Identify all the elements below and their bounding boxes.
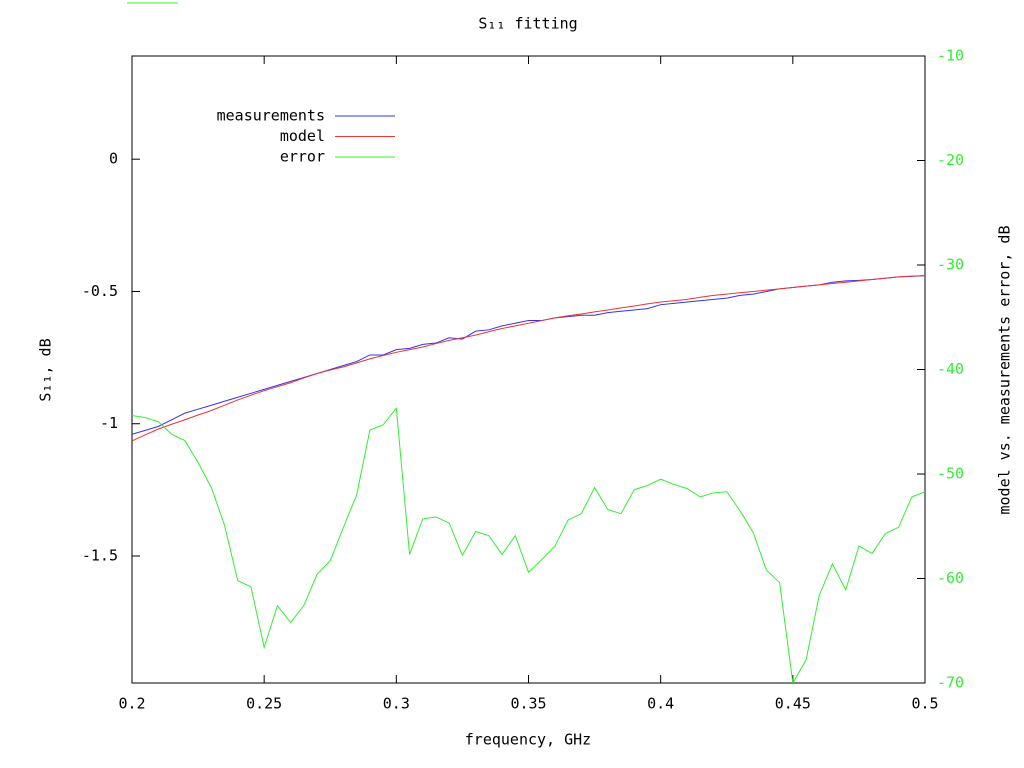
legend-label: measurements (217, 107, 325, 125)
x-tick-label: 0.45 (775, 695, 811, 713)
y-axis-label: S₁₁, dB (37, 338, 55, 401)
chart-title: S₁₁ fitting (478, 15, 577, 33)
y2-tick-label: -70 (937, 674, 964, 692)
legend-label: error (280, 148, 325, 166)
y2-tick-label: -40 (937, 360, 964, 378)
y2-tick-label: -10 (937, 47, 964, 65)
y-tick-label: -1 (100, 414, 118, 432)
y2-tick-label: -30 (937, 256, 964, 274)
series-line (132, 275, 925, 442)
x-tick-label: 0.25 (246, 695, 282, 713)
y-tick-label: -1.5 (82, 547, 118, 565)
y2-axis-label: model vs. measurements error, dB (996, 226, 1014, 515)
y2-tick-label: -50 (937, 465, 964, 483)
x-tick-label: 0.5 (911, 695, 938, 713)
y-tick-label: 0 (109, 150, 118, 168)
x-tick-label: 0.4 (647, 695, 674, 713)
legend-label: model (280, 127, 325, 145)
y-tick-label: -0.5 (82, 282, 118, 300)
x-tick-label: 0.35 (510, 695, 546, 713)
x-tick-label: 0.2 (118, 695, 145, 713)
x-tick-label: 0.3 (383, 695, 410, 713)
series-line (132, 406, 925, 683)
y2-tick-label: -60 (937, 569, 964, 587)
y2-tick-label: -20 (937, 151, 964, 169)
x-axis-label: frequency, GHz (465, 731, 591, 749)
